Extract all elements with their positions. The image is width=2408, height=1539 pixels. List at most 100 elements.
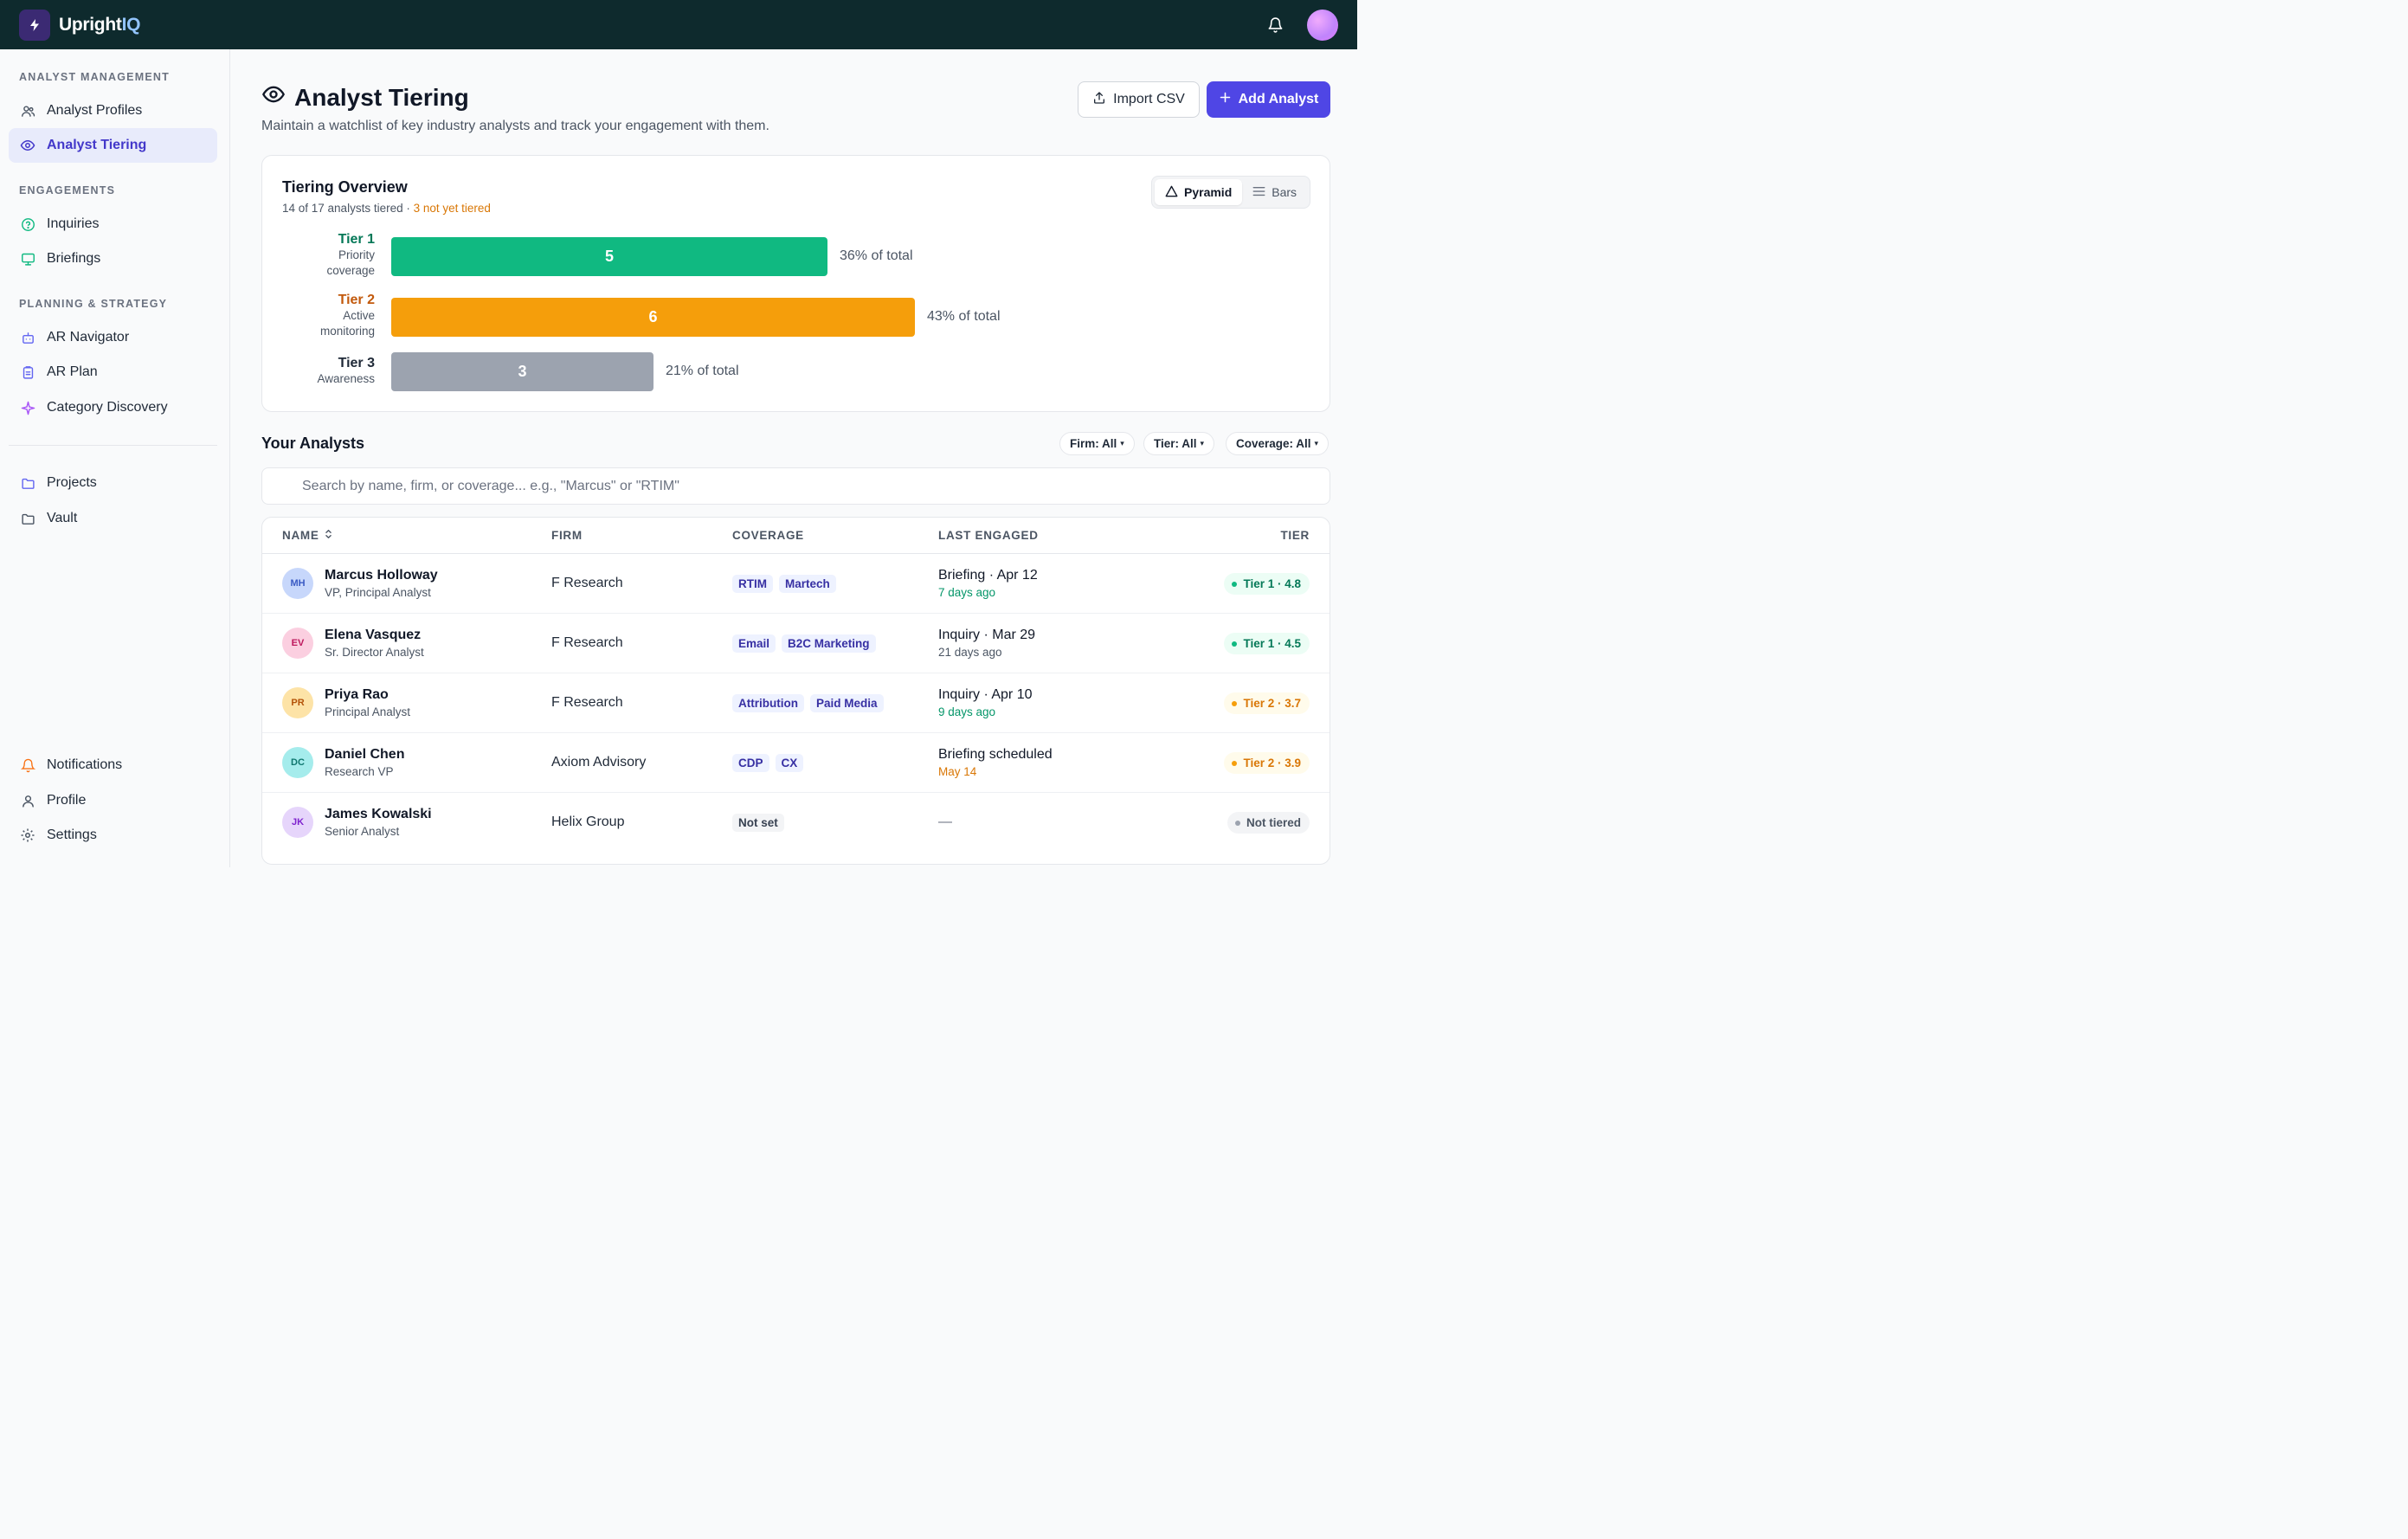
import-csv-button[interactable]: Import CSV — [1078, 81, 1200, 118]
sidebar-item-analyst-profiles[interactable]: Analyst Profiles — [9, 93, 217, 128]
column-header-name[interactable]: NAME — [282, 529, 332, 542]
eye-icon — [261, 82, 286, 113]
tier-description: Active — [343, 309, 375, 322]
coverage-tags: Attribution Paid Media — [732, 694, 884, 712]
triangle-icon — [1165, 185, 1178, 200]
last-engaged-relative: May 14 — [938, 765, 977, 778]
tier-label: Tier 2 Active monitoring — [320, 293, 375, 339]
coverage-tag: CX — [775, 754, 804, 772]
tier-badge[interactable]: Tier 2 · 3.9 — [1224, 752, 1310, 774]
view-pyramid-button[interactable]: Pyramid — [1155, 179, 1243, 205]
column-header-tier: TIER — [1280, 529, 1310, 542]
last-engaged: — — [938, 815, 952, 829]
status-dot-icon — [1232, 581, 1238, 587]
page-subtitle: Maintain a watchlist of key industry ana… — [261, 119, 769, 133]
tier-description: Awareness — [317, 372, 375, 385]
coverage-tag: Paid Media — [809, 694, 884, 712]
analyst-role: VP, Principal Analyst — [325, 586, 431, 599]
analyst-name[interactable]: James Kowalski — [325, 807, 432, 821]
column-label: NAME — [282, 529, 319, 542]
tier-badge[interactable]: Tier 2 · 3.7 — [1224, 692, 1310, 714]
table-row[interactable]: EV Elena Vasquez Sr. Director Analyst F Res… — [262, 614, 1330, 673]
table-header-divider — [262, 553, 1330, 554]
table-row[interactable]: JK James Kowalski Senior Analyst Helix Grou… — [262, 793, 1330, 853]
tier-filter[interactable]: Tier: All ▾ — [1143, 432, 1215, 455]
add-analyst-label: Add Analyst — [1238, 92, 1319, 106]
sidebar-item-label: Notifications — [47, 757, 123, 772]
sidebar-item-label: Inquiries — [47, 216, 100, 231]
sidebar-item-label: Category Discovery — [47, 400, 168, 415]
sidebar-item-category-discovery[interactable]: Category Discovery — [9, 390, 217, 425]
sort-icon[interactable] — [325, 529, 332, 542]
tier-badge-label: Tier 1 · 4.5 — [1243, 637, 1301, 650]
coverage-tags: Not set — [732, 814, 784, 832]
notifications-bell-icon[interactable] — [1265, 16, 1284, 35]
sidebar-item-vault[interactable]: Vault — [9, 501, 217, 536]
analyst-search-input[interactable] — [261, 467, 1330, 505]
view-pyramid-label: Pyramid — [1184, 185, 1233, 199]
tier-filter-label: Tier: All — [1154, 437, 1197, 450]
view-bars-button[interactable]: Bars — [1242, 179, 1307, 205]
table-row[interactable]: MH Marcus Holloway VP, Principal Analyst F … — [262, 554, 1330, 614]
coverage-tag: Martech — [779, 575, 836, 593]
user-avatar[interactable] — [1307, 9, 1338, 41]
sidebar-item-settings[interactable]: Settings — [9, 818, 217, 853]
tier-name: Tier 2 — [338, 293, 375, 307]
coverage-filter[interactable]: Coverage: All ▾ — [1226, 432, 1330, 455]
coverage-tags: Email B2C Marketing — [732, 634, 876, 653]
table-row[interactable]: DC Daniel Chen Research VP Axiom Advisory CD… — [262, 733, 1330, 793]
coverage-tag: B2C Marketing — [782, 634, 876, 653]
tier-description: coverage — [326, 264, 375, 277]
sidebar-item-label: Analyst Tiering — [47, 138, 147, 152]
last-engaged: Briefing · Apr 12 — [938, 568, 1038, 583]
untiered-count[interactable]: 3 not yet tiered — [413, 202, 491, 215]
sidebar-item-profile[interactable]: Profile — [9, 783, 217, 818]
sidebar-item-label: Analyst Profiles — [47, 103, 143, 118]
sidebar-item-inquiries[interactable]: Inquiries — [9, 207, 217, 241]
column-header-last-engaged: LAST ENGAGED — [938, 529, 1039, 542]
sidebar-item-projects[interactable]: Projects — [9, 466, 217, 500]
analyst-name[interactable]: Priya Rao — [325, 687, 389, 702]
logo-bolt-icon[interactable] — [19, 9, 50, 41]
analyst-avatar: MH — [282, 568, 313, 599]
firm-filter[interactable]: Firm: All ▾ — [1059, 432, 1135, 455]
section-planning-strategy: PLANNING & STRATEGY — [19, 298, 168, 310]
upload-icon — [1092, 91, 1106, 109]
gear-icon — [20, 827, 35, 843]
analyst-name[interactable]: Elena Vasquez — [325, 628, 422, 642]
tier-bar[interactable]: 3 — [391, 352, 654, 391]
section-engagements: ENGAGEMENTS — [19, 184, 116, 196]
tier-name: Tier 3 — [338, 356, 375, 370]
tier-bar[interactable]: 6 — [391, 298, 915, 337]
tier-badge-label: Tier 2 · 3.7 — [1243, 697, 1301, 710]
analyst-name[interactable]: Marcus Holloway — [325, 568, 438, 583]
sidebar-item-label: Briefings — [47, 251, 101, 266]
sidebar-item-notifications[interactable]: Notifications — [9, 748, 217, 782]
sidebar-item-briefings[interactable]: Briefings — [9, 241, 217, 276]
tier-badge[interactable]: Not tiered — [1227, 812, 1310, 834]
app-logo-text[interactable]: UprightIQ — [59, 14, 141, 35]
overview-title: Tiering Overview — [282, 178, 408, 196]
last-engaged: Inquiry · Apr 10 — [938, 687, 1033, 702]
add-analyst-button[interactable]: Add Analyst — [1207, 81, 1330, 118]
sidebar-item-ar-navigator[interactable]: AR Navigator — [9, 320, 217, 355]
analyst-name[interactable]: Daniel Chen — [325, 747, 405, 762]
caret-down-icon: ▾ — [1120, 439, 1124, 448]
clipboard-icon — [20, 364, 35, 380]
tiering-overview-card: Tiering Overview 14 of 17 analysts tiere… — [261, 155, 1330, 412]
coverage-tag: Not set — [732, 814, 784, 832]
tier-bar[interactable]: 5 — [391, 237, 827, 276]
sidebar-item-analyst-tiering[interactable]: Analyst Tiering — [9, 128, 217, 163]
table-row[interactable]: PR Priya Rao Principal Analyst F Research At… — [262, 673, 1330, 733]
folder-icon — [20, 475, 35, 491]
section-analyst-management: ANALYST MANAGEMENT — [19, 71, 170, 83]
tier-badge[interactable]: Tier 1 · 4.5 — [1224, 633, 1310, 654]
top-bar: UprightIQ — [0, 0, 1357, 49]
sidebar-item-label: Vault — [47, 511, 78, 525]
tier-badge[interactable]: Tier 1 · 4.8 — [1224, 573, 1310, 595]
column-header-firm: FIRM — [551, 529, 583, 542]
sidebar-item-ar-plan[interactable]: AR Plan — [9, 355, 217, 390]
analyst-firm: Helix Group — [551, 815, 625, 829]
tier-badge-label: Not tiered — [1246, 816, 1301, 829]
folder-icon — [20, 511, 35, 526]
